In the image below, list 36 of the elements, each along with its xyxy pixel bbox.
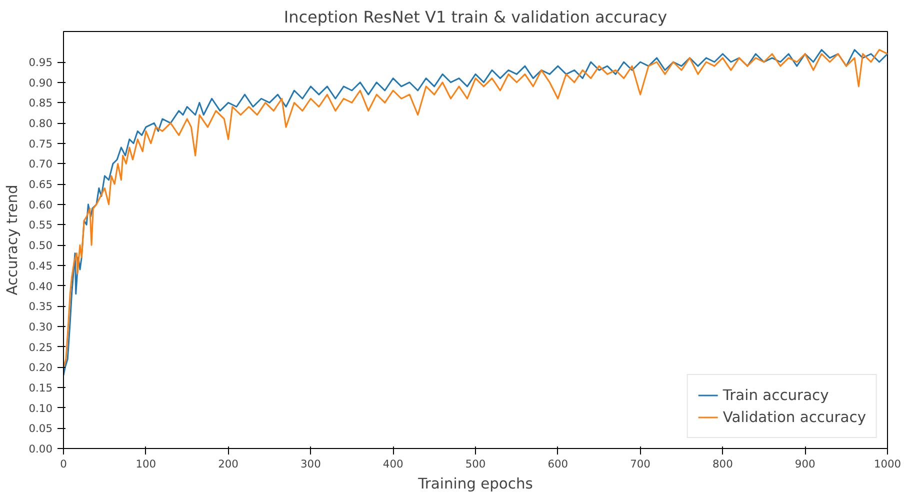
y-tick-label: 0.35	[28, 300, 53, 314]
x-tick-label: 200	[218, 458, 239, 470]
y-tick-label: 0.25	[28, 340, 53, 354]
y-tick-label: 0.70	[28, 158, 53, 171]
y-tick-label: 0.00	[28, 442, 53, 456]
y-tick-label: 0.05	[28, 422, 53, 436]
y-tick-label: 0.90	[28, 76, 53, 90]
legend-label: Validation accuracy	[722, 408, 866, 426]
x-tick-label: 0	[60, 458, 68, 470]
y-tick-label: 0.75	[28, 137, 53, 150]
y-axis-title: Accuracy trend	[4, 184, 21, 296]
x-tick-label: 800	[712, 458, 734, 470]
x-tick-label: 300	[300, 458, 322, 470]
x-axis-title: Training epochs	[417, 476, 533, 492]
y-tick-label: 0.95	[28, 56, 53, 70]
y-tick-label: 0.55	[28, 218, 53, 232]
y-tick-label: 0.15	[28, 381, 53, 394]
y-tick-label: 0.50	[28, 239, 53, 252]
y-tick-label: 0.10	[28, 402, 53, 415]
x-tick-label: 1000	[874, 458, 902, 470]
x-tick-label: 700	[630, 458, 651, 470]
y-tick-label: 0.60	[28, 198, 53, 212]
y-tick-label: 0.85	[28, 96, 53, 110]
y-tick-label: 0.65	[28, 178, 53, 192]
x-tick-label: 600	[548, 458, 568, 470]
legend-label: Train accuracy	[722, 386, 829, 404]
x-tick-label: 100	[136, 458, 156, 470]
y-tick-label: 0.30	[28, 320, 53, 334]
chart-title: Inception ResNet V1 train & validation accuracy	[284, 8, 668, 26]
x-tick-label: 400	[382, 458, 404, 470]
x-tick-label: 900	[794, 458, 816, 470]
y-tick-label: 0.40	[28, 280, 53, 293]
y-tick-label: 0.80	[28, 117, 53, 130]
y-tick-label: 0.20	[28, 361, 53, 374]
y-tick-label: 0.45	[28, 259, 53, 272]
x-tick-label: 500	[465, 458, 486, 470]
